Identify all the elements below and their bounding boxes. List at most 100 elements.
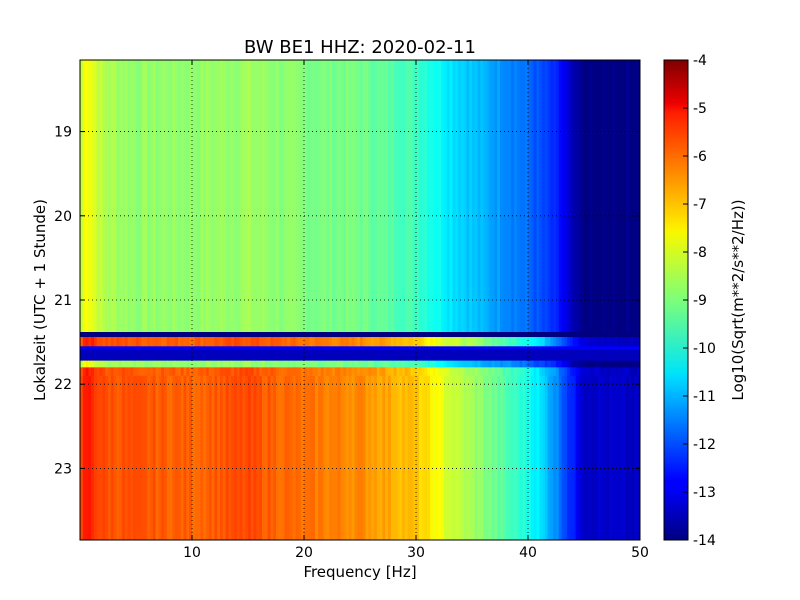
heatmap-cell	[127, 337, 131, 347]
heatmap-cell	[477, 332, 481, 338]
heatmap-cell	[217, 346, 221, 351]
heatmap-cell	[284, 349, 288, 362]
heatmap-cell	[99, 332, 103, 338]
heatmap-cell	[273, 332, 277, 338]
heatmap-cell	[348, 332, 353, 338]
heatmap-cell	[180, 375, 185, 540]
heatmap-cell	[130, 367, 134, 377]
heatmap-cell	[144, 367, 148, 377]
heatmap-cell	[586, 60, 591, 333]
heatmap-cell	[556, 349, 560, 362]
heatmap-cell	[164, 337, 168, 347]
heatmap-cell	[427, 332, 431, 338]
heatmap-cell	[525, 375, 529, 540]
heatmap-cell	[287, 360, 291, 368]
heatmap-cell	[119, 337, 123, 347]
heatmap-cell	[292, 332, 297, 338]
heatmap-cell	[360, 367, 364, 377]
heatmap-cell	[351, 367, 355, 377]
heatmap-cell	[589, 332, 593, 338]
heatmap-cell	[455, 332, 459, 338]
heatmap-cell	[488, 332, 493, 338]
heatmap-cell	[175, 337, 179, 347]
heatmap-cell	[242, 360, 246, 368]
heatmap-cell	[550, 360, 554, 368]
heatmap-cell	[158, 360, 162, 368]
heatmap-cell	[404, 337, 409, 347]
heatmap-cell	[598, 375, 602, 540]
heatmap-cell	[472, 332, 476, 338]
heatmap-cell	[259, 367, 263, 377]
heatmap-cell	[542, 332, 546, 338]
heatmap-cell	[119, 367, 123, 377]
heatmap-cell	[264, 367, 269, 377]
heatmap-cell	[393, 332, 397, 338]
heatmap-cell	[617, 375, 621, 540]
heatmap-cell	[508, 349, 512, 362]
heatmap-cell	[637, 367, 640, 377]
heatmap-cell	[614, 360, 619, 368]
heatmap-cell	[550, 349, 554, 362]
heatmap-cell	[558, 349, 563, 362]
heatmap-cell	[236, 349, 241, 362]
heatmap-cell	[556, 367, 560, 377]
heatmap-cell	[242, 337, 246, 347]
heatmap-cell	[393, 337, 397, 347]
heatmap-cell	[108, 337, 112, 347]
heatmap-cell	[234, 367, 238, 377]
heatmap-cell	[340, 60, 344, 333]
heatmap-cell	[231, 60, 235, 333]
heatmap-cell	[136, 346, 140, 351]
heatmap-cell	[259, 346, 263, 351]
heatmap-cell	[211, 337, 215, 347]
heatmap-cell	[603, 60, 607, 333]
heatmap-cell	[595, 367, 599, 377]
heatmap-cell	[290, 60, 294, 333]
heatmap-cell	[130, 337, 134, 347]
heatmap-cell	[354, 337, 358, 347]
heatmap-cell	[564, 332, 568, 338]
heatmap-cell	[522, 367, 526, 377]
heatmap-cell	[284, 375, 288, 540]
heatmap-cell	[634, 337, 638, 347]
heatmap-cell	[287, 349, 291, 362]
heatmap-cell	[217, 360, 221, 368]
heatmap-cell	[446, 346, 451, 351]
heatmap-cell	[332, 60, 336, 333]
heatmap-cell	[332, 337, 336, 347]
heatmap-cell	[617, 332, 621, 338]
heatmap-cell	[312, 367, 316, 377]
heatmap-cell	[539, 360, 543, 368]
heatmap-cell	[449, 367, 453, 377]
heatmap-cell	[463, 367, 467, 377]
heatmap-cell	[150, 332, 154, 338]
heatmap-cell	[141, 349, 145, 362]
heatmap-cell	[236, 332, 241, 338]
grid-lines	[80, 60, 640, 540]
heatmap-cell	[113, 346, 117, 351]
heatmap-cell	[320, 346, 325, 351]
heatmap-cell	[407, 367, 411, 377]
heatmap-cell	[206, 346, 210, 351]
heatmap-cell	[514, 346, 518, 351]
heatmap-cell	[572, 332, 577, 338]
heatmap-cell	[508, 60, 512, 333]
heatmap-cell	[200, 367, 204, 377]
heatmap-cell	[113, 375, 117, 540]
heatmap-cell	[248, 360, 252, 368]
heatmap-cell	[452, 367, 456, 377]
heatmap-cell	[505, 332, 509, 338]
heatmap-cell	[150, 360, 154, 368]
heatmap-cell	[374, 367, 378, 377]
heatmap-cell	[390, 337, 395, 347]
heatmap-cell	[430, 375, 434, 540]
heatmap-cell	[80, 367, 84, 377]
heatmap-cell	[533, 60, 537, 333]
heatmap-cell	[108, 332, 112, 338]
heatmap-cell	[368, 60, 372, 333]
heatmap-cell	[393, 360, 397, 368]
heatmap-cell	[208, 375, 213, 540]
heatmap-cell	[637, 360, 640, 368]
heatmap-cell	[368, 375, 372, 540]
heatmap-cell	[497, 60, 501, 333]
